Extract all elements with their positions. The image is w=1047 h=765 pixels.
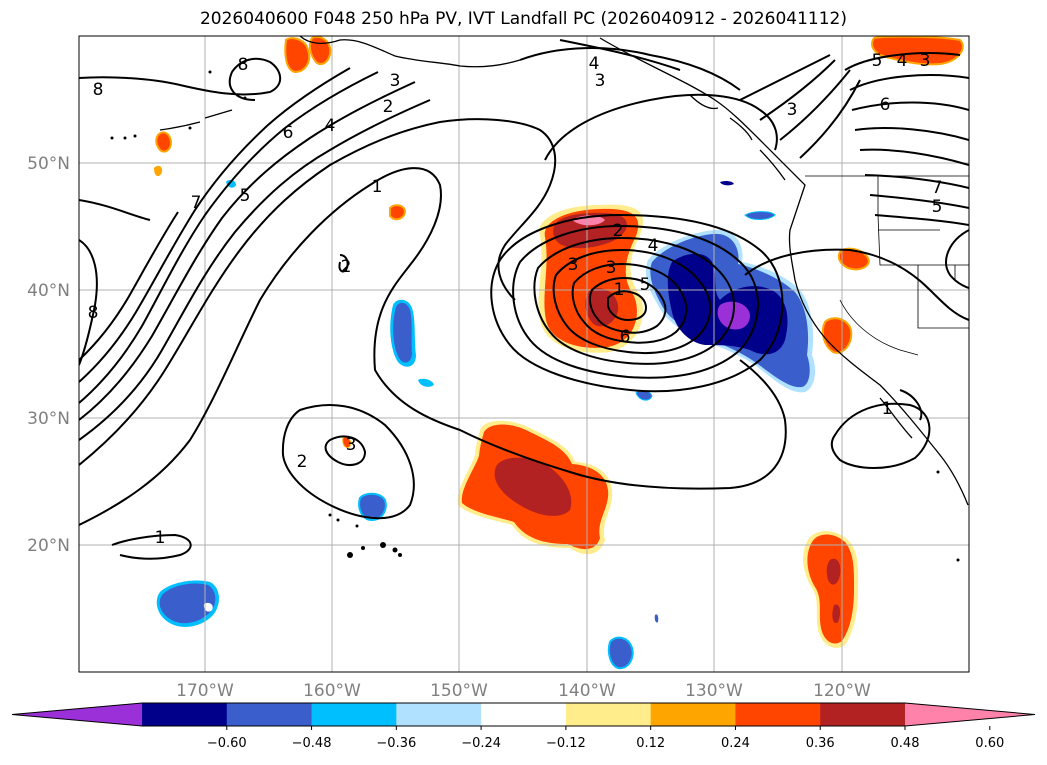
contour-label: 6 (283, 123, 294, 143)
pv-blob (720, 180, 734, 186)
contour-label: 5 (872, 51, 883, 71)
contour-label: 4 (897, 51, 908, 71)
contour-label: 1 (155, 528, 166, 548)
map-gridlines (79, 36, 969, 672)
contour-label: 3 (920, 51, 931, 71)
colorbar-segment (481, 703, 567, 726)
contour-label: 6 (880, 95, 891, 115)
colorbar-segment (650, 703, 736, 726)
pv-blob (418, 378, 434, 387)
contour-label: 8 (238, 55, 249, 75)
colorbar-extend-max (905, 703, 1035, 726)
map-title: 2026040600 F048 250 hPa PV, IVT Landfall… (199, 9, 847, 29)
lon-label-160w: 160°W (303, 681, 361, 701)
contour-label: 8 (93, 80, 104, 100)
lon-label-140w: 140°W (558, 681, 616, 701)
lon-label-150w: 150°W (430, 681, 488, 701)
contour-label: 7 (191, 193, 202, 213)
contour-label: 3 (595, 71, 606, 91)
contour-label: 6 (620, 327, 631, 347)
contour-label: 2 (383, 97, 394, 117)
pv-blob (203, 602, 213, 612)
colorbar-tick-label: 0.48 (891, 736, 920, 751)
pv-blob (871, 36, 964, 66)
colorbar-tick-label: −0.48 (292, 736, 332, 751)
lat-label-50n: 50°N (27, 154, 70, 174)
colorbar-tick-label: −0.24 (461, 736, 501, 751)
pv-blob (654, 614, 659, 623)
pv-blob (494, 457, 572, 516)
contour-label: 5 (932, 197, 943, 217)
lat-label-20n: 20°N (27, 536, 70, 556)
coastlines (159, 36, 969, 506)
contour-label: 4 (325, 116, 336, 136)
contour-label: 1 (614, 280, 625, 300)
pv-blob (393, 302, 412, 363)
contour-label: 2 (341, 257, 352, 277)
map-frame (78, 35, 970, 673)
contour-label: 1 (882, 399, 893, 419)
colorbar-segment (226, 703, 313, 726)
contour-label: 7 (932, 178, 943, 198)
lat-labels: 50°N 40°N 30°N 20°N (27, 154, 70, 556)
contour-label: 8 (88, 303, 99, 323)
contour-label: 2 (297, 452, 308, 472)
pv-positive-shading (154, 36, 964, 648)
colorbar-outline (11, 702, 1036, 727)
colorbar-extend-min (12, 703, 142, 726)
pv-blob (821, 317, 853, 354)
colorbar-tick-label: 0.24 (721, 736, 750, 751)
pv-blob (607, 636, 634, 670)
contour-label: 4 (589, 54, 600, 74)
pv-blob (837, 247, 870, 271)
pv-blob (389, 204, 407, 221)
lon-label-130w: 130°W (685, 681, 743, 701)
colorbar-segment (565, 703, 652, 726)
contour-labels: 8 8 8 7 6 5 4 3 2 1 2 2 3 1 3 2 3 4 5 6 … (88, 51, 943, 548)
pv-blob (358, 492, 387, 522)
contour-label: 3 (787, 100, 798, 120)
lon-labels: 170°W 160°W 150°W 140°W 130°W 120°W (176, 681, 871, 701)
pv-blob (284, 37, 311, 74)
colorbar-tick-label: −0.36 (376, 736, 416, 751)
lat-label-40n: 40°N (27, 281, 70, 301)
colorbar-segment (396, 703, 482, 726)
pv-blob (826, 558, 841, 585)
colorbar-tick-label: 0.60 (975, 736, 1004, 751)
contour-label: 1 (372, 177, 383, 197)
contour-label: 5 (240, 186, 251, 206)
pv-blob (159, 583, 216, 624)
colorbar-segment (311, 703, 397, 726)
contour-label: 5 (640, 275, 651, 295)
lat-label-30n: 30°N (27, 409, 70, 429)
colorbar: −0.60 −0.48 −0.36 −0.24 −0.12 0.12 0.24 0.36 0.4… (11, 702, 1036, 751)
lon-label-120w: 120°W (813, 681, 871, 701)
contour-label: 3 (568, 255, 579, 275)
ivt-contours (79, 39, 969, 560)
contour-label: 3 (346, 435, 357, 455)
pv-blob (832, 604, 841, 624)
pv-blob (155, 131, 173, 153)
colorbar-segment (735, 703, 821, 726)
pv-blob (585, 288, 619, 327)
pv-blob (744, 211, 776, 220)
colorbar-tick-label: −0.12 (546, 736, 586, 751)
contour-label: 2 (613, 221, 624, 241)
lon-label-170w: 170°W (176, 681, 234, 701)
contour-label: 3 (390, 71, 401, 91)
colorbar-segment (820, 703, 906, 726)
contour-label: 4 (648, 236, 659, 256)
colorbar-tick-label: 0.12 (636, 736, 665, 751)
colorbar-tick-label: 0.36 (806, 736, 835, 751)
colorbar-segment (142, 703, 228, 726)
colorbar-tick-label: −0.60 (207, 736, 247, 751)
pv-blob (154, 165, 163, 177)
contour-label: 3 (606, 258, 617, 278)
